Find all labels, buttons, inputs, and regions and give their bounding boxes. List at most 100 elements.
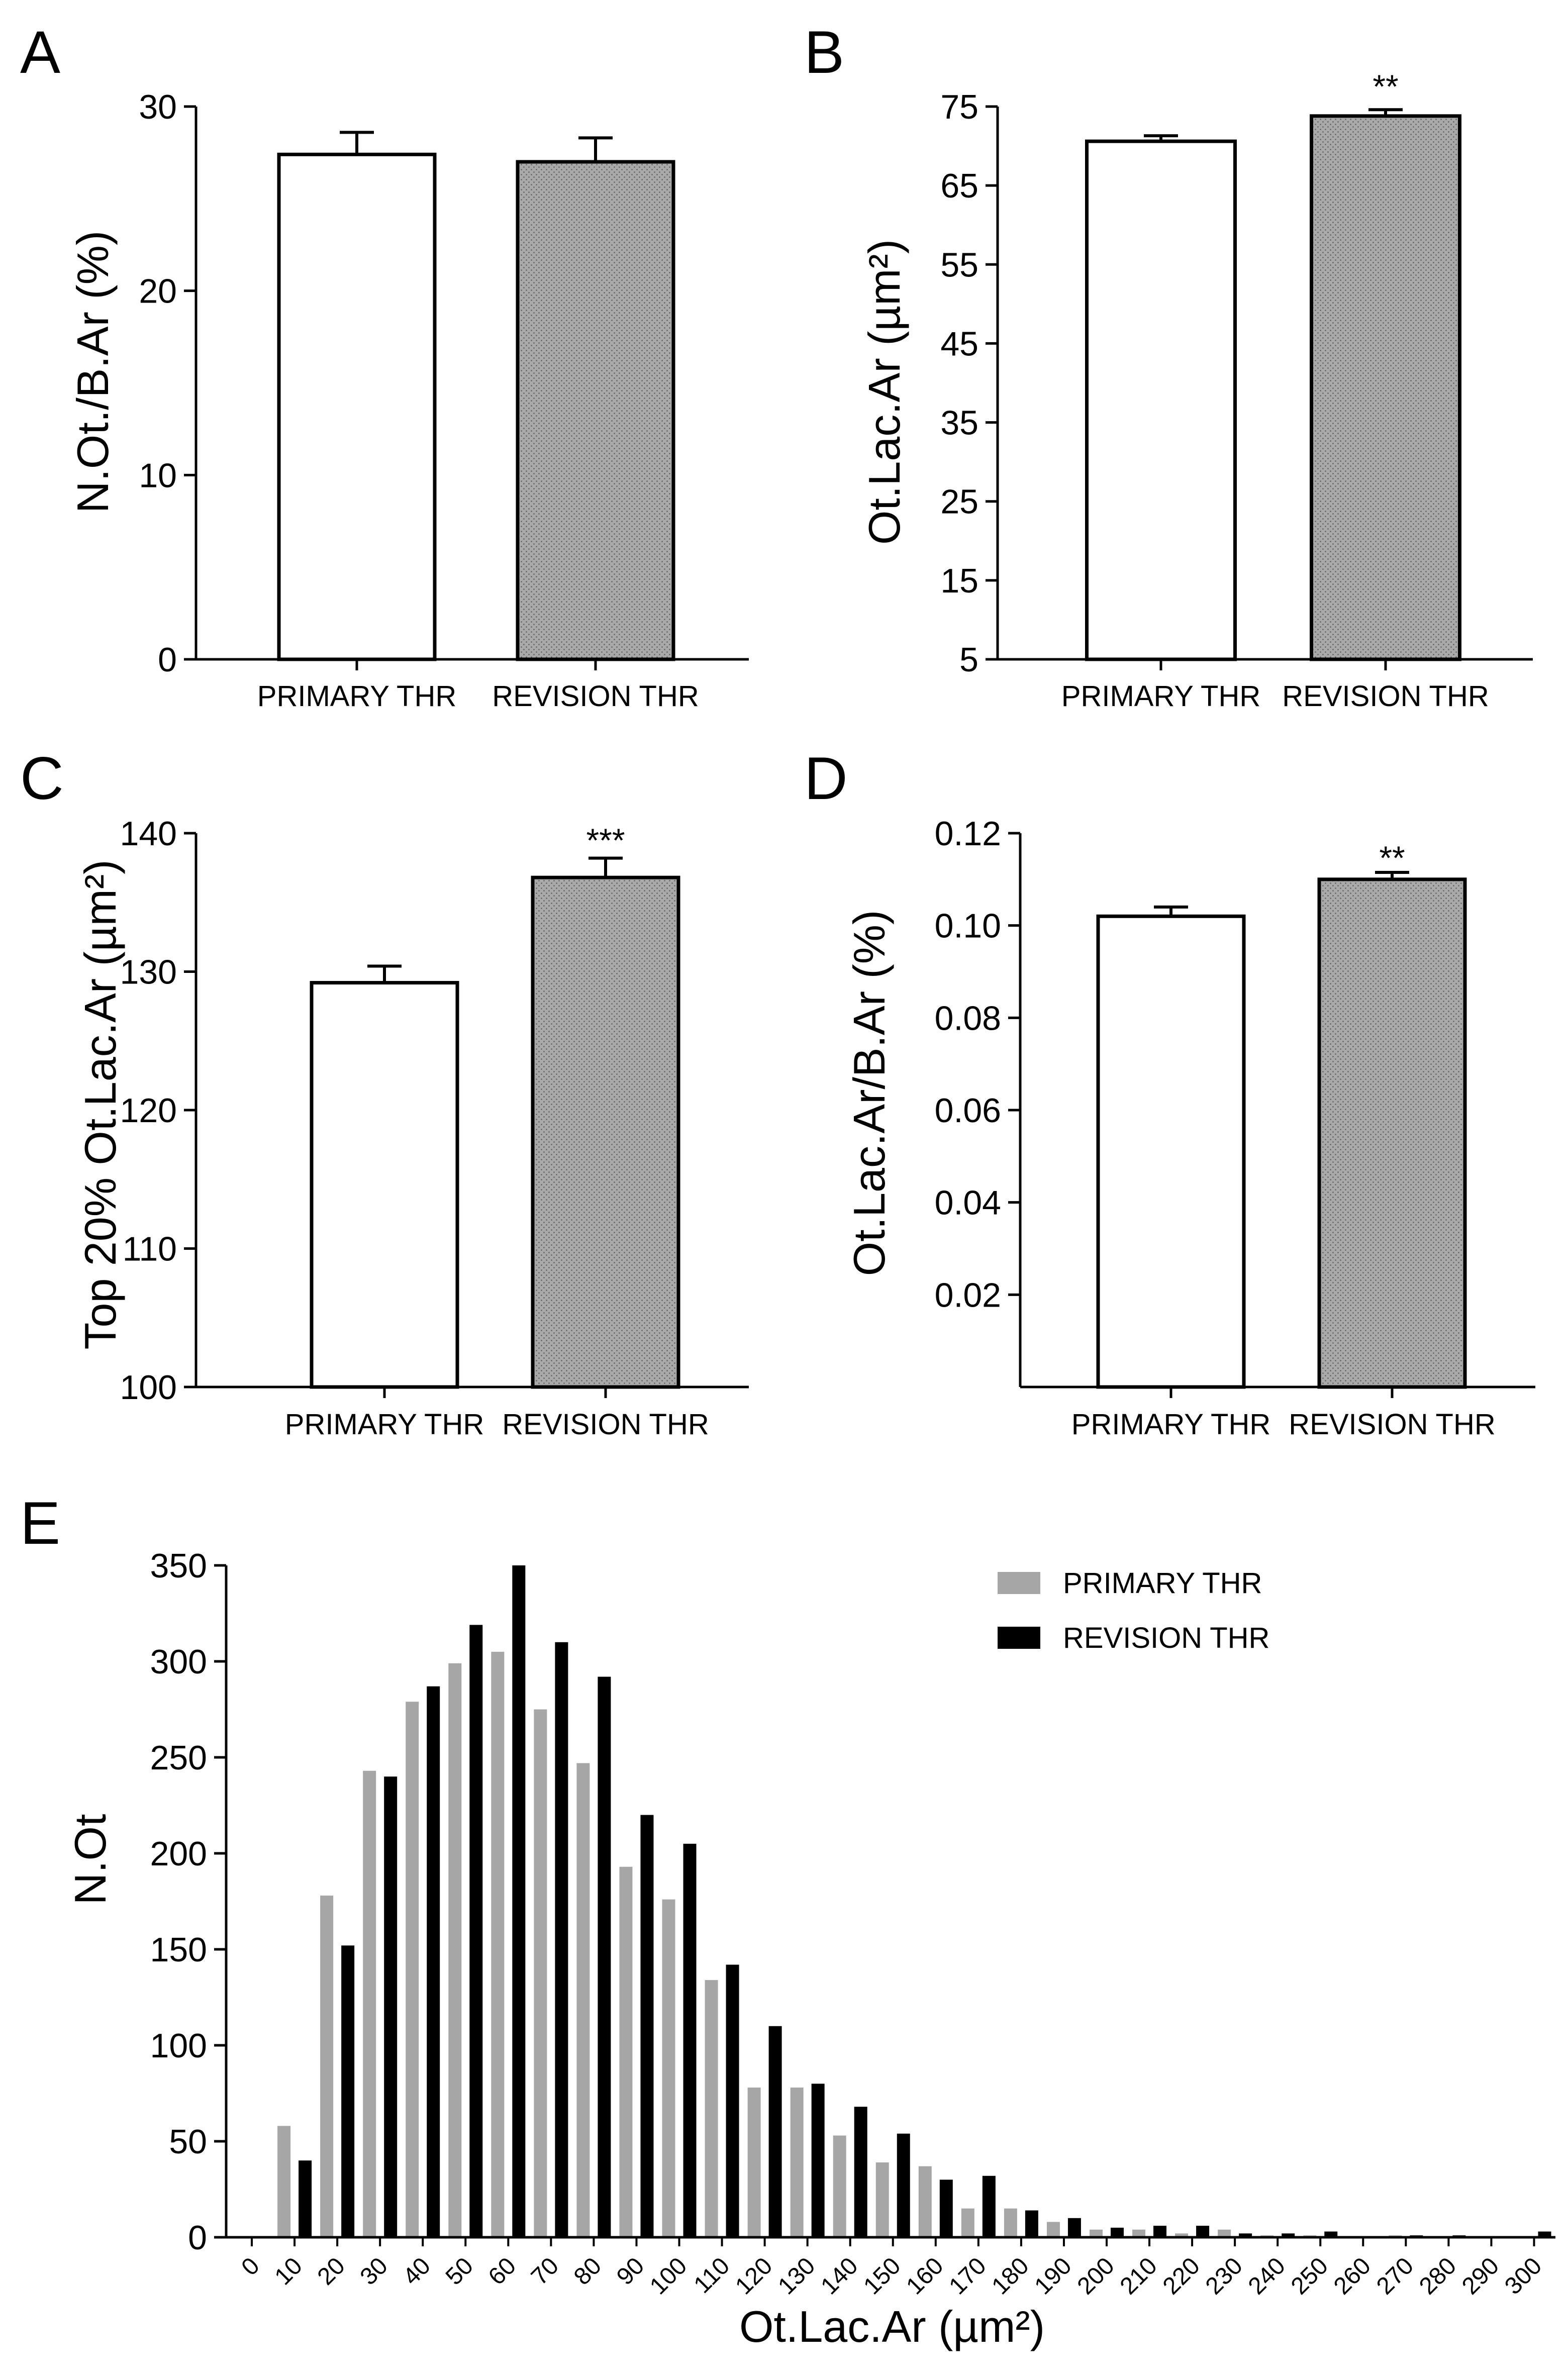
bar-revision-e	[384, 1776, 398, 2237]
y-tick-label-b: 25	[940, 483, 978, 521]
bar-primary-e	[918, 2166, 932, 2237]
bars-a	[277, 131, 675, 661]
bar-revision-e	[1153, 2226, 1167, 2237]
x-tick-label-e: 190	[1030, 2252, 1077, 2300]
bar-revision-e	[555, 1642, 568, 2237]
panel-label-e: E	[20, 1490, 60, 1557]
y-tick-label-e: 200	[150, 1835, 207, 1873]
x-tick-label-e: 30	[355, 2252, 393, 2290]
category-label-primary-d: PRIMARY THR	[1071, 1408, 1270, 1441]
bar-primary-e	[875, 2162, 889, 2237]
bar-primary-e	[1046, 2222, 1060, 2237]
panel-e: E N.Ot Ot.Lac.Ar (µm²) 05010015020025030…	[20, 1490, 1555, 2351]
significance-b: **	[1373, 68, 1398, 105]
bar-revision-e	[1282, 2233, 1295, 2237]
x-tick-label-e: 290	[1457, 2252, 1504, 2300]
bar-revision-e	[640, 1815, 654, 2237]
bar-primary-e	[277, 2126, 291, 2237]
panel-b: B Ot.Lac.Ar (µm²) 5 15 25 35 45 55 65 75 PRIMAR…	[804, 19, 1533, 713]
bar-revision-e	[598, 1676, 611, 2237]
x-tick-label-e: 280	[1414, 2252, 1461, 2300]
bar-revision-e	[299, 2160, 312, 2237]
y-tick-label-e: 350	[150, 1547, 207, 1585]
x-tick-label-e: 150	[858, 2252, 906, 2300]
bar-primary-e	[961, 2208, 974, 2237]
x-tick-label-e: 130	[773, 2252, 820, 2300]
category-label-primary-c: PRIMARY THR	[285, 1408, 484, 1441]
bar-primary-a	[277, 152, 437, 661]
bar-primary-e	[662, 1899, 675, 2237]
x-tick-label-e: 120	[730, 2252, 777, 2300]
y-tick-label-c: 100	[120, 1368, 177, 1407]
legend-swatch-revision	[998, 1627, 1040, 1649]
x-tick-label-e: 90	[612, 2252, 649, 2290]
bar-primary-e	[619, 1866, 633, 2237]
y-axis-title-c: Top 20% Ot.Lac.Ar (µm²)	[75, 860, 125, 1350]
category-label-primary-b: PRIMARY THR	[1061, 680, 1260, 713]
x-tick-label-e: 260	[1329, 2252, 1376, 2300]
bar-primary-e	[790, 2088, 804, 2237]
bar-revision-e	[427, 1686, 440, 2237]
y-ticks-c: 100 110 120 130 140	[120, 815, 607, 1407]
x-tick-label-e: 0	[236, 2252, 264, 2280]
y-tick-label-a: 0	[158, 641, 177, 679]
y-tick-label-e: 50	[169, 2123, 207, 2161]
y-axis-title-a: N.Ot./B.Ar (%)	[68, 231, 118, 513]
bar-primary-e	[320, 1896, 334, 2237]
y-tick-label-d: 0.04	[935, 1184, 1001, 1222]
y-tick-label-b: 75	[940, 88, 978, 126]
bar-revision-e	[512, 1565, 526, 2237]
y-tick-label-a: 10	[139, 456, 177, 494]
y-tick-label-e: 300	[150, 1643, 207, 1681]
legend: PRIMARY THR REVISION THR	[998, 1567, 1269, 1654]
y-tick-label-b: 65	[940, 167, 978, 205]
category-label-revision-c: REVISION THR	[502, 1408, 709, 1441]
x-tick-label-e: 50	[441, 2252, 478, 2290]
y-tick-label-c: 140	[120, 815, 177, 853]
bars-c	[310, 856, 680, 1389]
legend-label-primary: PRIMARY THR	[1063, 1567, 1262, 1600]
x-tick-label-e: 270	[1371, 2252, 1419, 2300]
bar-revision-e	[341, 1945, 355, 2237]
x-tick-label-e: 160	[901, 2252, 948, 2300]
y-axis-title-d: Ot.Lac.Ar/B.Ar (%)	[844, 910, 894, 1276]
significance-d: **	[1379, 839, 1405, 876]
y-tick-label-c: 120	[120, 1092, 177, 1130]
y-tick-label-d: 0.10	[935, 907, 1001, 945]
x-tick-label-e: 250	[1286, 2252, 1333, 2300]
x-tick-label-e: 110	[689, 2252, 735, 2299]
panel-c: C Top 20% Ot.Lac.Ar (µm²) 100 110 120 130 14…	[20, 745, 749, 1441]
y-ticks-b: 5 15 25 35 45 55 65 75	[940, 88, 1387, 679]
panel-label-b: B	[804, 19, 844, 86]
x-tick-label-e: 200	[1072, 2252, 1120, 2300]
y-ticks-d: 0.02 0.04 0.06 0.08 0.10 0.12	[935, 815, 1394, 1398]
y-axis-title-e: N.Ot	[65, 1814, 115, 1905]
panel-a: A N.Ot./B.Ar (%) 0 10 20 30 PRIMARY THR REV…	[20, 19, 749, 713]
y-ticks-e: 0 50 100 150 200 250 300 350	[150, 1547, 226, 2257]
panel-label-c: C	[20, 745, 64, 812]
y-tick-label-d: 0.12	[935, 815, 1001, 853]
bar-revision-e	[1239, 2233, 1252, 2237]
bar-revision-e	[1110, 2227, 1124, 2237]
bar-primary-e	[406, 1702, 419, 2237]
bar-revision-e	[1196, 2226, 1210, 2237]
x-tick-label-e: 220	[1158, 2252, 1205, 2300]
bars-d	[1096, 871, 1467, 1389]
panel-label-d: D	[804, 745, 848, 812]
bar-primary-d	[1096, 914, 1246, 1389]
y-tick-label-b: 35	[940, 404, 978, 442]
bar-primary-c	[310, 981, 459, 1389]
x-tick-label-e: 230	[1201, 2252, 1248, 2300]
bar-revision-e	[726, 1964, 739, 2237]
bar-revision-e	[683, 1843, 697, 2237]
x-ticks-e: 0 10 20 30 40 50 60 70 80 90100110120130140150160…	[236, 2237, 1547, 2300]
bar-primary-e	[448, 1663, 462, 2237]
panel-d: D Ot.Lac.Ar/B.Ar (%) 0.02 0.04 0.06 0.08 0.1…	[804, 745, 1535, 1441]
legend-swatch-primary	[998, 1572, 1040, 1594]
bars-e	[277, 1565, 1551, 2237]
x-tick-label-e: 100	[645, 2252, 692, 2300]
category-label-revision-a: REVISION THR	[492, 680, 699, 713]
bar-revision-d	[1317, 877, 1467, 1389]
x-tick-label-e: 240	[1243, 2252, 1291, 2300]
